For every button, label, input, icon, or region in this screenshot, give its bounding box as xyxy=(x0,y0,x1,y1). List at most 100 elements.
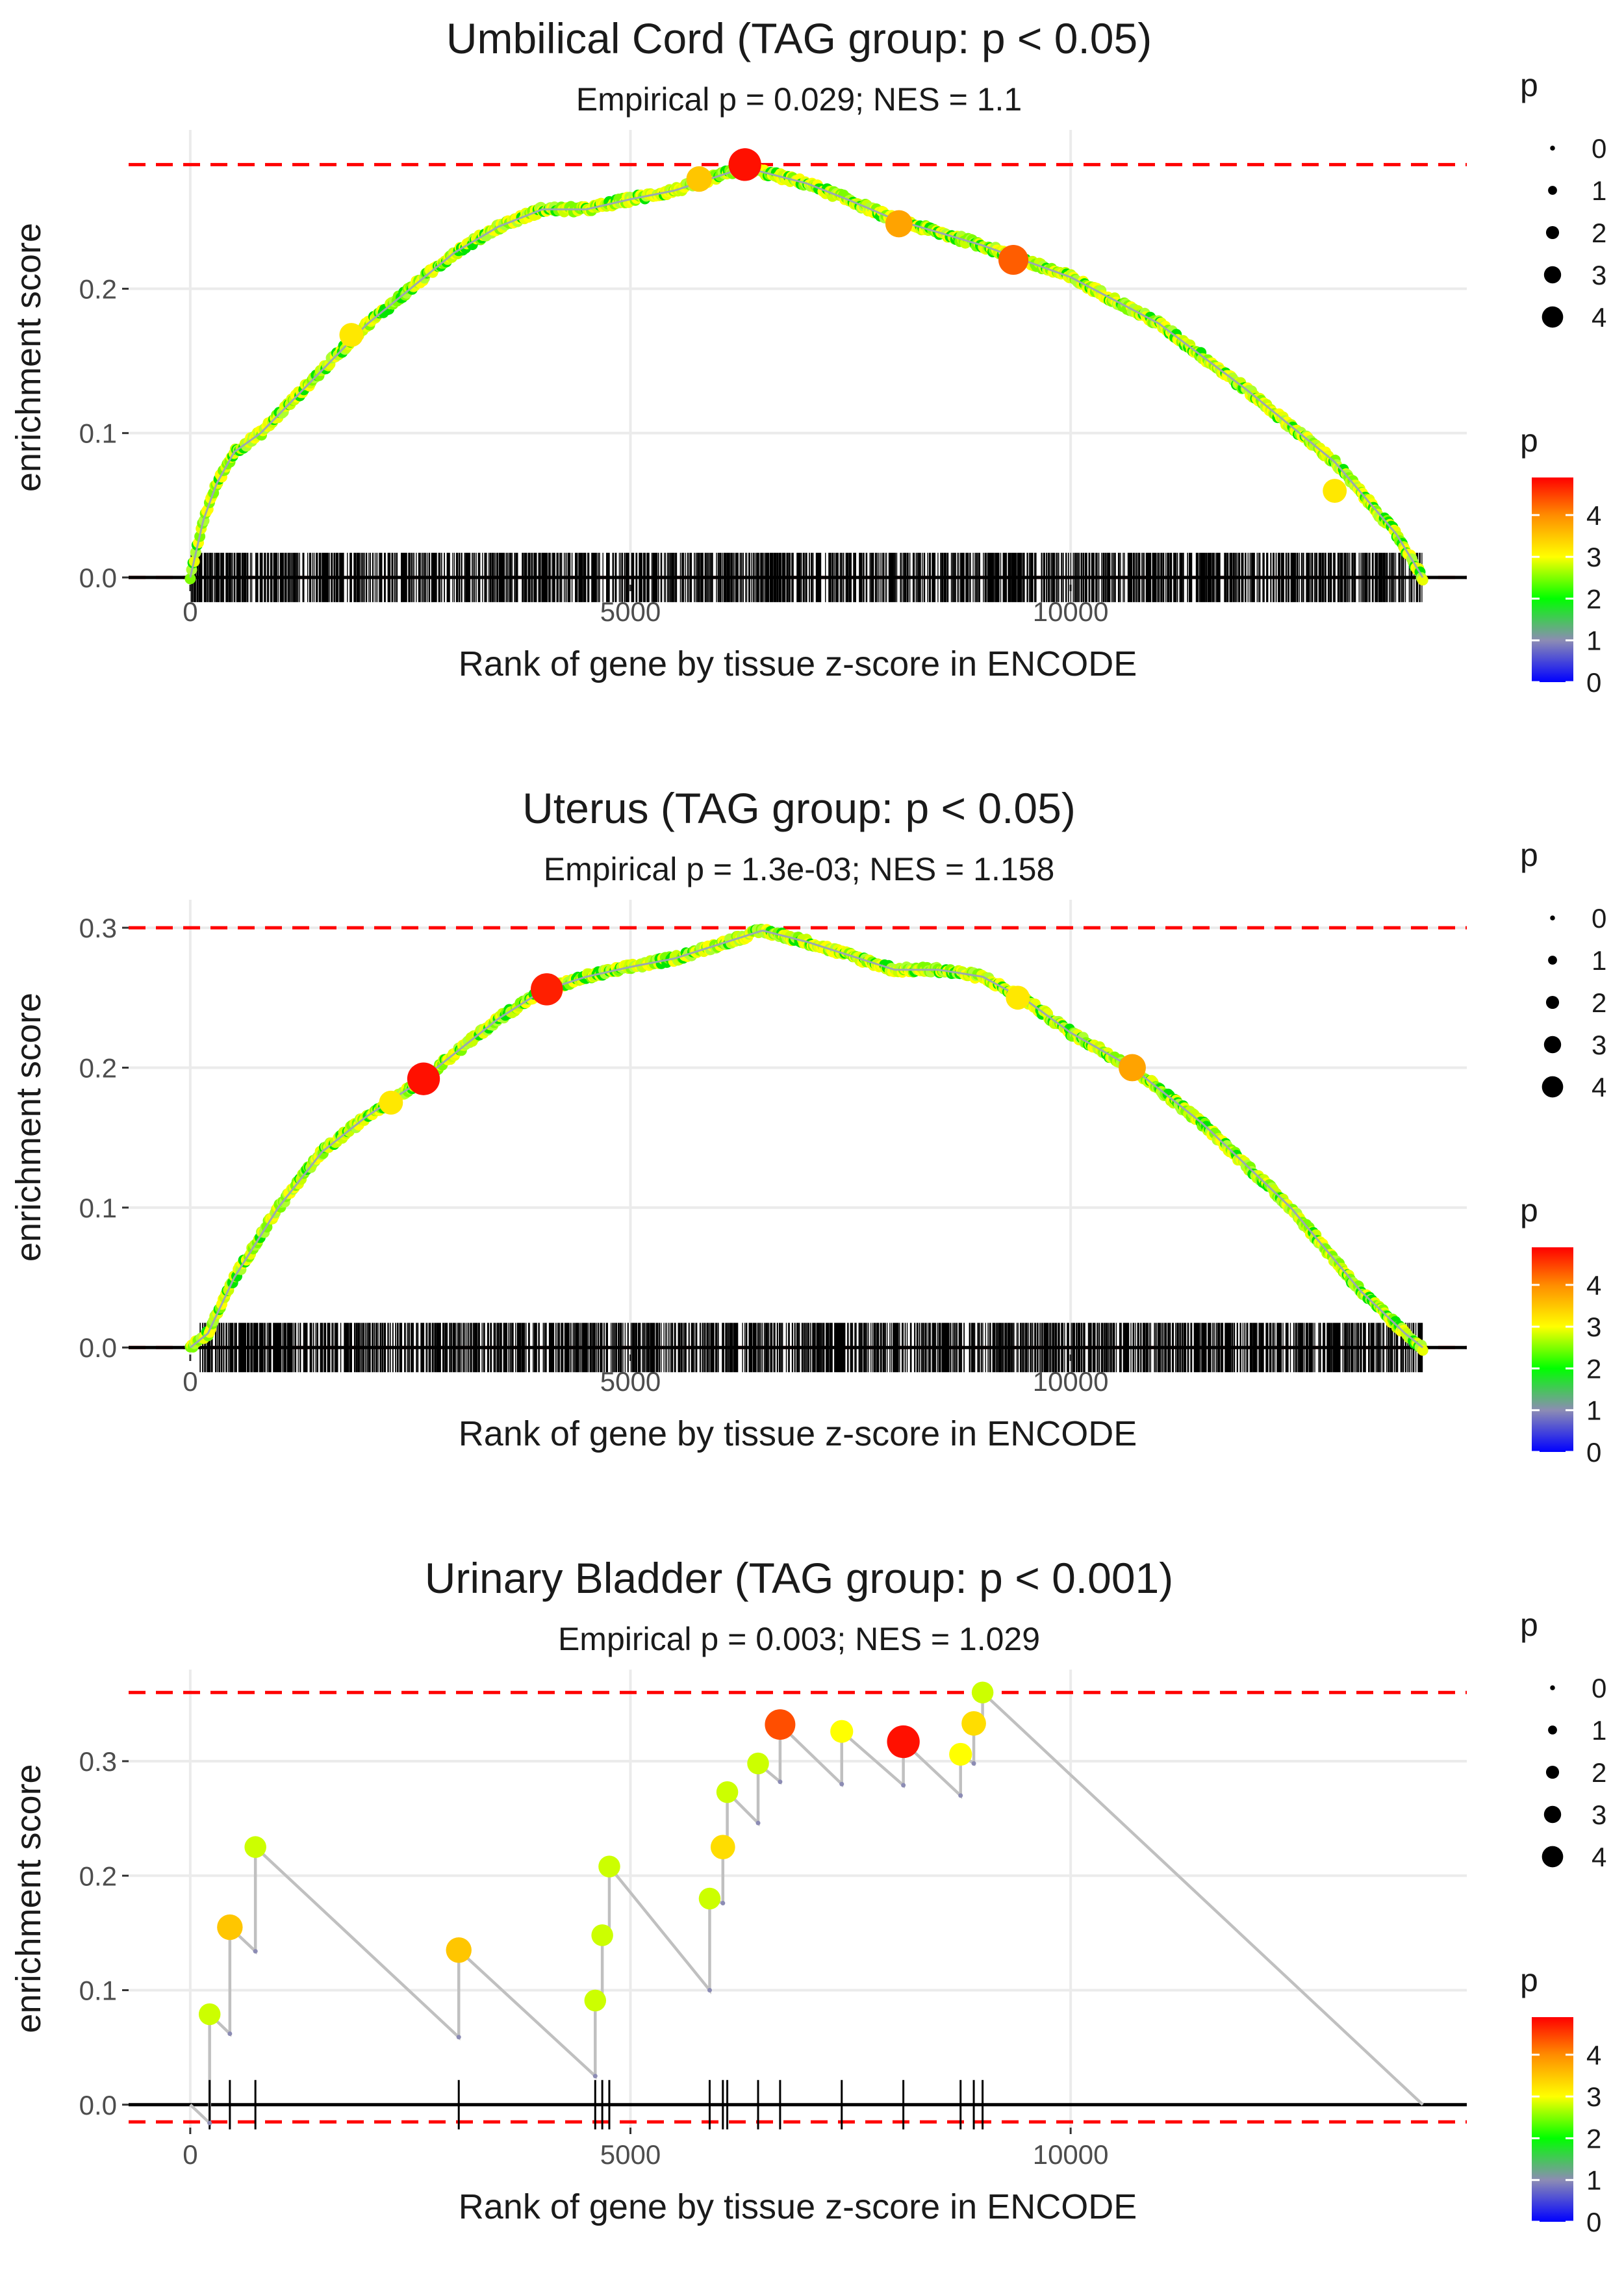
hit-point xyxy=(446,1937,472,1963)
gene-point-min xyxy=(901,1783,906,1788)
size-legend-key xyxy=(1545,995,1560,1010)
hit-point xyxy=(949,1742,972,1766)
hit-point xyxy=(971,1681,994,1704)
hit-point xyxy=(584,1989,607,2012)
color-legend-title: p xyxy=(1520,422,1538,459)
colorbar-label: 3 xyxy=(1586,1312,1601,1342)
size-legend-key xyxy=(1548,1725,1557,1735)
highlight-point xyxy=(885,210,913,238)
gene-point-min xyxy=(839,1781,844,1787)
size-legend-label: 1 xyxy=(1592,1715,1606,1746)
gene-point-min xyxy=(720,1901,726,1906)
colorbar-label: 2 xyxy=(1586,2123,1601,2154)
highlight-point xyxy=(728,148,761,181)
size-legend-key xyxy=(1548,186,1557,195)
gene-point-min xyxy=(958,1793,963,1798)
y-tick-label: 0.2 xyxy=(79,1861,117,1891)
size-legend-label: 2 xyxy=(1592,218,1606,248)
size-legend-key xyxy=(1545,1765,1560,1779)
size-legend-key xyxy=(1542,1076,1564,1098)
y-tick-label: 0.1 xyxy=(79,1193,117,1223)
chart-subtitle: Empirical p = 0.003; NES = 1.029 xyxy=(558,1621,1040,1657)
highlight-point xyxy=(1323,479,1347,503)
size-legend-label: 1 xyxy=(1592,175,1606,206)
size-legend-label: 3 xyxy=(1592,1800,1606,1830)
y-tick-label: 0.1 xyxy=(79,418,117,449)
colorbar-label: 4 xyxy=(1586,2040,1601,2070)
size-legend-key xyxy=(1550,915,1555,921)
chart-title: Umbilical Cord (TAG group: p < 0.05) xyxy=(446,14,1152,62)
chart-panel-3: Urinary Bladder (TAG group: p < 0.001) Em… xyxy=(9,1554,1606,2237)
chart-panel-2: Uterus (TAG group: p < 0.05) Empirical p … xyxy=(9,784,1606,1468)
hit-point xyxy=(747,1752,769,1775)
size-legend-title: p xyxy=(1520,1607,1538,1643)
size-legend-label: 1 xyxy=(1592,945,1606,976)
chart-subtitle: Empirical p = 0.029; NES = 1.1 xyxy=(576,81,1022,118)
running-es-line xyxy=(189,166,1424,578)
y-axis-title: enrichment score xyxy=(9,223,48,492)
size-legend-label: 4 xyxy=(1592,302,1606,333)
y-tick-label: 0.2 xyxy=(79,1052,117,1083)
highlight-point xyxy=(379,1090,403,1115)
gene-point-min xyxy=(253,1949,258,1954)
highlight-point xyxy=(1006,986,1030,1010)
x-tick-label: 0 xyxy=(183,2139,197,2170)
y-tick-label: 0.0 xyxy=(79,1332,117,1363)
size-legend-label: 4 xyxy=(1592,1842,1606,1872)
color-legend-title: p xyxy=(1520,1962,1538,1998)
chart-panel-1: Umbilical Cord (TAG group: p < 0.05) Empi… xyxy=(9,14,1606,698)
gene-point-min xyxy=(755,1820,761,1825)
chart-title: Uterus (TAG group: p < 0.05) xyxy=(522,784,1076,832)
colorbar-label: 4 xyxy=(1586,1270,1601,1301)
color-legend-title: p xyxy=(1520,1192,1538,1228)
gene-point-min xyxy=(592,2074,598,2079)
colorbar-label: 1 xyxy=(1586,626,1601,656)
running-es-line xyxy=(189,1689,1424,2127)
hit-point xyxy=(830,1720,854,1743)
highlight-point xyxy=(339,323,364,347)
size-legend-label: 2 xyxy=(1592,1757,1606,1788)
size-legend-key xyxy=(1545,225,1560,240)
rug-marks xyxy=(190,552,1423,602)
colorbar-label: 4 xyxy=(1586,500,1601,531)
gene-point xyxy=(1417,1344,1428,1356)
size-legend-label: 3 xyxy=(1592,1030,1606,1060)
highlight-point xyxy=(1119,1054,1146,1082)
colorbar-label: 1 xyxy=(1586,1395,1601,1426)
size-legend-key xyxy=(1550,146,1555,151)
y-axis-title: enrichment score xyxy=(9,1764,48,2033)
gene-point xyxy=(184,573,196,585)
size-legend-key xyxy=(1543,266,1562,284)
size-legend-key xyxy=(1550,1685,1555,1690)
size-legend-label: 0 xyxy=(1592,903,1606,934)
colorbar-label: 0 xyxy=(1586,667,1601,698)
size-legend-label: 0 xyxy=(1592,1673,1606,1703)
hit-point xyxy=(716,1781,739,1803)
x-tick-label: 5000 xyxy=(600,2139,661,2170)
gene-point-min xyxy=(456,2035,461,2040)
y-tick-label: 0.3 xyxy=(79,913,117,943)
size-legend-label: 2 xyxy=(1592,987,1606,1018)
chart-subtitle: Empirical p = 1.3e-03; NES = 1.158 xyxy=(544,851,1055,887)
highlight-point xyxy=(686,166,712,192)
hit-point xyxy=(244,1836,266,1858)
hit-point xyxy=(961,1711,986,1736)
y-tick-label: 0.0 xyxy=(79,2090,117,2120)
hit-point xyxy=(217,1914,243,1940)
highlight-point xyxy=(998,244,1029,275)
colorbar-label: 0 xyxy=(1586,1437,1601,1468)
x-axis-title: Rank of gene by tissue z-score in ENCODE xyxy=(459,644,1137,683)
colorbar-label: 3 xyxy=(1586,2081,1601,2112)
y-axis-title: enrichment score xyxy=(9,993,48,1262)
size-legend-label: 4 xyxy=(1592,1072,1606,1102)
y-tick-label: 0.2 xyxy=(79,273,117,304)
size-legend-title: p xyxy=(1520,67,1538,103)
size-legend-key xyxy=(1548,956,1557,965)
colorbar xyxy=(1532,2017,1573,2222)
colorbar-label: 1 xyxy=(1586,2165,1601,2196)
size-legend-key xyxy=(1542,306,1564,328)
colorbar-label: 2 xyxy=(1586,583,1601,614)
